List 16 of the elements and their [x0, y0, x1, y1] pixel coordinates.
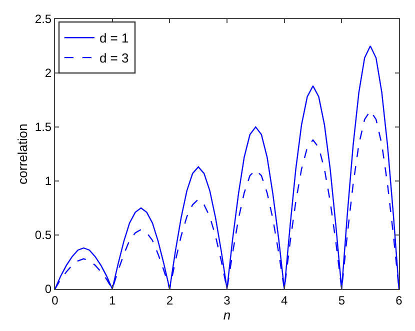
y-tick-label: 1	[44, 174, 52, 188]
legend-label: d = 3	[99, 50, 129, 66]
y-axis-title: correlation	[14, 124, 30, 184]
y-tick-label: 0.5	[34, 228, 52, 242]
y-tick-label: 1.5	[34, 120, 52, 134]
x-tick-label: 5	[338, 293, 346, 308]
x-axis-title: n	[223, 307, 231, 322]
legend-label: d = 1	[99, 30, 129, 46]
x-tick-label: 2	[166, 293, 174, 308]
x-tick-label: 6	[396, 293, 403, 308]
y-tick-label: 2	[44, 66, 52, 80]
x-tick-label: 1	[108, 293, 116, 308]
x-tick-label: 3	[224, 293, 231, 308]
y-tick-label: 2.5	[34, 12, 52, 26]
y-tick-label: 0	[44, 282, 52, 296]
x-tick-label: 4	[280, 293, 288, 308]
